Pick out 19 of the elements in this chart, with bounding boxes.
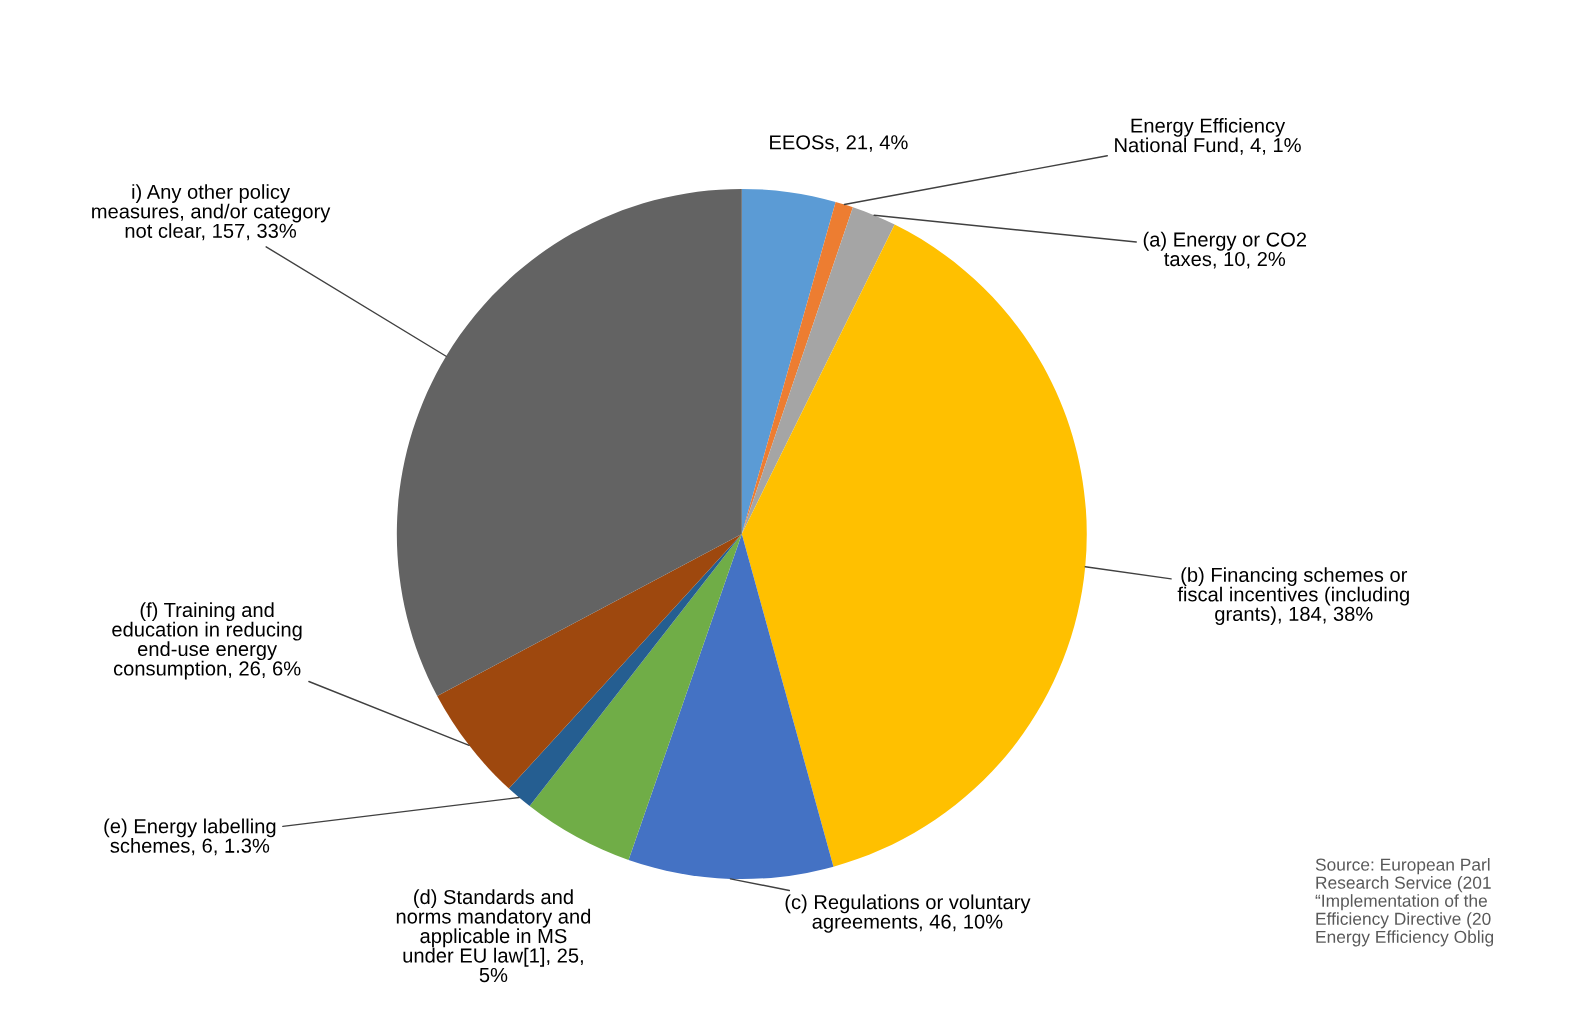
slice-label: i) Any other policy measures, and/or category not clear, 157, 33% — [92, 184, 331, 241]
slice-label: (e) Energy labelling schemes, 6, 1.3% — [104, 818, 276, 856]
slice-label: EEOSs, 21, 4% — [770, 135, 908, 152]
pie-slice — [396, 188, 742, 696]
pie-slice — [437, 533, 742, 789]
slice-label: (a) Energy or CO2 taxes, 10, 2% — [1143, 231, 1307, 269]
pie-slice — [508, 533, 742, 807]
source-note: Source: European Parl Research Service (201 “Implementation of the Efficiency Directive (20 Energy Efficiency Oblig — [1315, 858, 1494, 947]
slice-label: (d) Standards and norms mandatory and applicable in MS under EU law[1], 25, 5% — [396, 889, 591, 983]
slice-label: Energy Efficiency National Fund, 4, 1% — [1115, 117, 1301, 155]
pie-slice — [741, 207, 895, 534]
pie-slice — [741, 224, 1087, 867]
pie-slice — [741, 188, 836, 534]
slice-label: (b) Financing schemes or fiscal incentives (including grants), 184, 38% — [1177, 567, 1409, 625]
pie-slice — [741, 201, 853, 534]
slice-label: (f) Training and education in reducing end-use energy consumption, 26, 6% — [112, 602, 302, 680]
slice-label: (c) Regulations or voluntary agreements, 46, 10% — [785, 894, 1031, 933]
pie-slice — [529, 533, 742, 860]
pie-slice — [628, 533, 834, 880]
